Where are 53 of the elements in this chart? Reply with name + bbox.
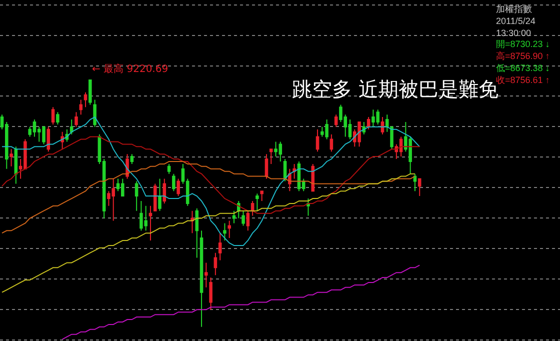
text: 加權指數 (496, 4, 532, 14)
candlestick (228, 220, 231, 239)
candlestick (10, 148, 13, 167)
candlestick (218, 232, 222, 261)
text: ← 最高 9220.69 (92, 63, 168, 75)
candlestick (134, 180, 138, 212)
candlestick (260, 190, 264, 202)
candlestick (79, 99, 83, 116)
candlestick (316, 128, 320, 152)
candlestick (148, 205, 152, 241)
candlestick (334, 114, 338, 128)
candlestick (195, 208, 199, 258)
candlestick (264, 154, 268, 180)
candlestick (413, 173, 417, 192)
candlestick (130, 154, 134, 164)
candlestick (158, 178, 162, 212)
candlestick (88, 80, 92, 106)
text: 開=8730.23 ↓ (496, 39, 550, 49)
candlestick (380, 116, 384, 135)
candlestick (93, 99, 96, 128)
candlestick (209, 277, 212, 310)
candlestick (190, 210, 194, 234)
candlestick (74, 112, 78, 128)
candlestick (292, 163, 296, 180)
candlestick (256, 193, 259, 212)
candlestick (246, 210, 250, 232)
candlestick (70, 119, 74, 135)
text: 低=8673.38 ↓ (496, 63, 550, 73)
candlestick (242, 210, 245, 226)
candlestick (306, 198, 310, 216)
candlestick (153, 183, 157, 212)
candlestick (56, 112, 60, 125)
text: 收=8756.61 ↑ (496, 75, 550, 85)
candlestick (418, 178, 422, 197)
candlestick (14, 146, 18, 184)
candlestick (311, 163, 315, 192)
candlestick (200, 230, 204, 328)
candlestick (250, 200, 254, 216)
candlestick (223, 222, 226, 241)
candlestick (330, 134, 334, 152)
candlestick (51, 106, 55, 125)
candlestick (232, 210, 236, 224)
text: 高=8756.90 ↑ (496, 51, 550, 61)
candlestick (167, 163, 171, 174)
text: 13:30:00 (496, 28, 532, 38)
candlestick (214, 252, 218, 276)
candlestick (204, 262, 208, 288)
candlestick (84, 92, 88, 108)
candlestick (269, 148, 273, 164)
candlestick (172, 173, 176, 192)
text: 2011/5/24 (496, 16, 536, 26)
candlestick (176, 178, 180, 197)
candlestick (162, 178, 166, 204)
